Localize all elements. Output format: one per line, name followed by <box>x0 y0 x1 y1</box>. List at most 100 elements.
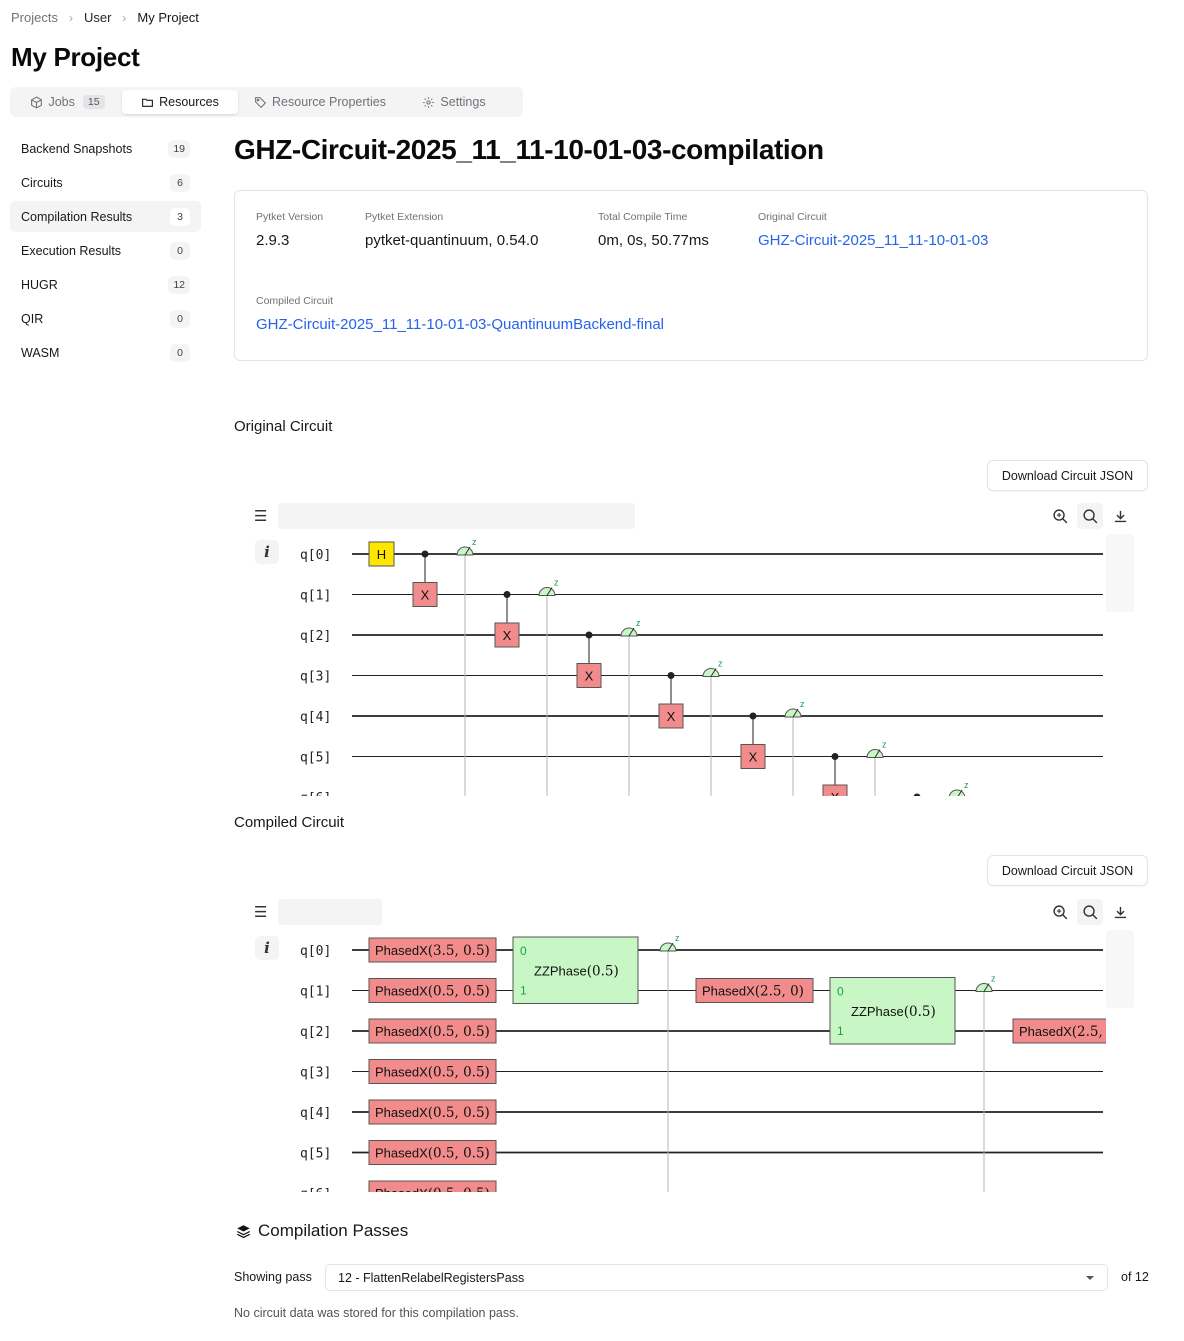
zzphase-gate <box>512 936 639 1004</box>
h-gate-label: H <box>377 547 386 562</box>
zzphase-port-label: 1 <box>520 984 527 998</box>
circuit-search-bar[interactable] <box>278 899 382 925</box>
download-icon[interactable] <box>1107 503 1133 529</box>
pytket-extension-field: Pytket Extension pytket-quantinuum, 0.54… <box>365 211 538 249</box>
qubit-label: q[2] <box>300 1025 331 1040</box>
circuit-search-bar[interactable] <box>278 503 635 529</box>
compile-time-field: Total Compile Time 0m, 0s, 50.77ms <box>598 211 709 249</box>
search-icon[interactable] <box>1077 899 1103 925</box>
measure-basis-label: z <box>991 974 996 984</box>
measure-basis-label: z <box>554 578 559 588</box>
measure-gate <box>784 708 802 718</box>
download-compiled-json-button[interactable]: Download Circuit JSON <box>987 855 1148 886</box>
sidebar-item-count: 3 <box>170 207 190 226</box>
circuit-info-button[interactable]: i <box>255 540 279 564</box>
pass-select-value: 12 - FlattenRelabelRegistersPass <box>338 1270 525 1285</box>
breadcrumb-user[interactable]: User <box>83 10 112 25</box>
tab-resource-properties-label: Resource Properties <box>272 95 386 109</box>
x-gate-label: X <box>421 588 430 603</box>
sidebar-item-hugr[interactable]: HUGR 12 <box>10 269 201 300</box>
download-original-json-button[interactable]: Download Circuit JSON <box>987 460 1148 491</box>
zoom-fit-icon[interactable] <box>1047 899 1073 925</box>
tab-jobs[interactable]: Jobs 15 <box>13 90 122 114</box>
circuit-scrollbar[interactable] <box>1106 930 1134 1008</box>
measure-needle <box>957 789 963 796</box>
qubit-label: q[1] <box>300 985 331 1000</box>
tab-bar: Jobs 15 Resources Resource Properties Se… <box>10 87 523 117</box>
sidebar-item-circuits[interactable]: Circuits 6 <box>10 167 201 198</box>
sidebar-item-label: WASM <box>21 345 60 360</box>
phasedx-gate <box>368 1059 497 1084</box>
field-label: Compiled Circuit <box>256 295 334 307</box>
pass-select[interactable]: 12 - FlattenRelabelRegistersPass <box>325 1264 1108 1291</box>
sidebar-item-count: 0 <box>170 343 190 362</box>
x-gate-label: X <box>503 628 512 643</box>
phasedx-gate-label: PhasedX(2.5, <box>1019 1024 1103 1040</box>
breadcrumb-projects[interactable]: Projects <box>11 10 58 25</box>
x-gate-label: X <box>831 790 840 796</box>
phasedx-gate-label: PhasedX(0.5, 0.5) <box>375 1105 490 1121</box>
circuit-scrollbar[interactable] <box>1106 534 1134 612</box>
resource-title: GHZ-Circuit-2025_11_11-10-01-03-compilat… <box>234 134 824 165</box>
phasedx-gate <box>1012 1018 1106 1044</box>
compilation-info-card: Pytket Version 2.9.3 Pytket Extension py… <box>234 190 1148 361</box>
sidebar-item-label: Execution Results <box>21 243 122 258</box>
measure-basis-label: z <box>800 699 805 709</box>
zzphase-gate-label: ZZPhase(0.5) <box>534 963 619 979</box>
original-circuit-title: Original Circuit <box>234 418 333 435</box>
measure-needle <box>874 749 881 758</box>
phasedx-gate <box>368 978 497 1003</box>
compilation-passes-label: Compilation Passes <box>258 1221 409 1240</box>
menu-icon[interactable]: ☰ <box>254 904 268 921</box>
original-circuit-diagram: HXzXzXzXzXzXzXz q[0]q[1]q[2]q[3]q[4]q[5]… <box>300 537 1103 796</box>
tab-resources[interactable]: Resources <box>122 90 238 114</box>
measure-gate <box>659 942 677 952</box>
layers-icon <box>236 1224 251 1238</box>
sidebar-item-label: Compilation Results <box>21 209 133 224</box>
original-circuit-viewer: ☰ i HXzXzXzXzXzXzXz q[0]q[1]q[2]q[3]q[4]… <box>250 500 1136 796</box>
qubit-label: q[0] <box>300 944 331 959</box>
sidebar-item-compilation-results[interactable]: Compilation Results 3 <box>10 201 201 232</box>
menu-icon[interactable]: ☰ <box>254 508 268 525</box>
jobs-count-badge: 15 <box>82 95 105 109</box>
cx-control-dot <box>585 631 593 639</box>
circuit-info-button[interactable]: i <box>255 936 279 960</box>
zoom-fit-icon[interactable] <box>1047 503 1073 529</box>
measure-gate <box>538 587 556 596</box>
pytket-version-field: Pytket Version 2.9.3 <box>256 211 323 249</box>
breadcrumb-current: My Project <box>137 10 199 25</box>
sidebar-item-execution-results[interactable]: Execution Results 0 <box>10 235 201 266</box>
sidebar-item-wasm[interactable]: WASM 0 <box>10 337 201 368</box>
zzphase-gate <box>829 977 956 1045</box>
sidebar-item-label: Backend Snapshots <box>21 141 133 156</box>
field-value: 2.9.3 <box>256 232 290 249</box>
field-label: Pytket Extension <box>365 211 444 223</box>
phasedx-gate-label: PhasedX(3.5, 0.5) <box>375 943 490 959</box>
phasedx-gate <box>695 978 814 1003</box>
compiled-circuit-link[interactable]: GHZ-Circuit-2025_11_11-10-01-03-Quantinu… <box>256 316 664 333</box>
breadcrumb: Projects › User › My Project <box>11 10 199 25</box>
sidebar-item-backend-snapshots[interactable]: Backend Snapshots 19 <box>10 133 201 164</box>
search-icon[interactable] <box>1077 503 1103 529</box>
tab-settings[interactable]: Settings <box>402 90 506 114</box>
sidebar-item-count: 6 <box>170 173 190 192</box>
phasedx-gate-label: PhasedX(0.5, 0.5) <box>375 1186 490 1192</box>
download-icon[interactable] <box>1107 899 1133 925</box>
measure-gate <box>456 546 474 556</box>
sidebar-item-label: QIR <box>21 311 44 326</box>
caret-down-icon <box>1086 1275 1094 1280</box>
pass-total-label: of 12 <box>1121 1270 1149 1284</box>
original-circuit-link[interactable]: GHZ-Circuit-2025_11_11-10-01-03 <box>758 232 989 249</box>
field-label: Original Circuit <box>758 211 827 223</box>
sidebar-item-count: 19 <box>168 139 190 158</box>
measure-needle <box>983 983 990 992</box>
qubit-label: q[2] <box>300 629 331 644</box>
sidebar-item-qir[interactable]: QIR 0 <box>10 303 201 334</box>
h-gate <box>368 541 395 567</box>
measure-gate <box>866 749 884 758</box>
x-gate <box>658 703 684 729</box>
chevron-right-icon: › <box>68 10 73 25</box>
zzphase-gate-label: ZZPhase(0.5) <box>851 1004 936 1020</box>
cx-control-dot <box>421 550 429 558</box>
tab-resource-properties[interactable]: Resource Properties <box>238 90 402 114</box>
